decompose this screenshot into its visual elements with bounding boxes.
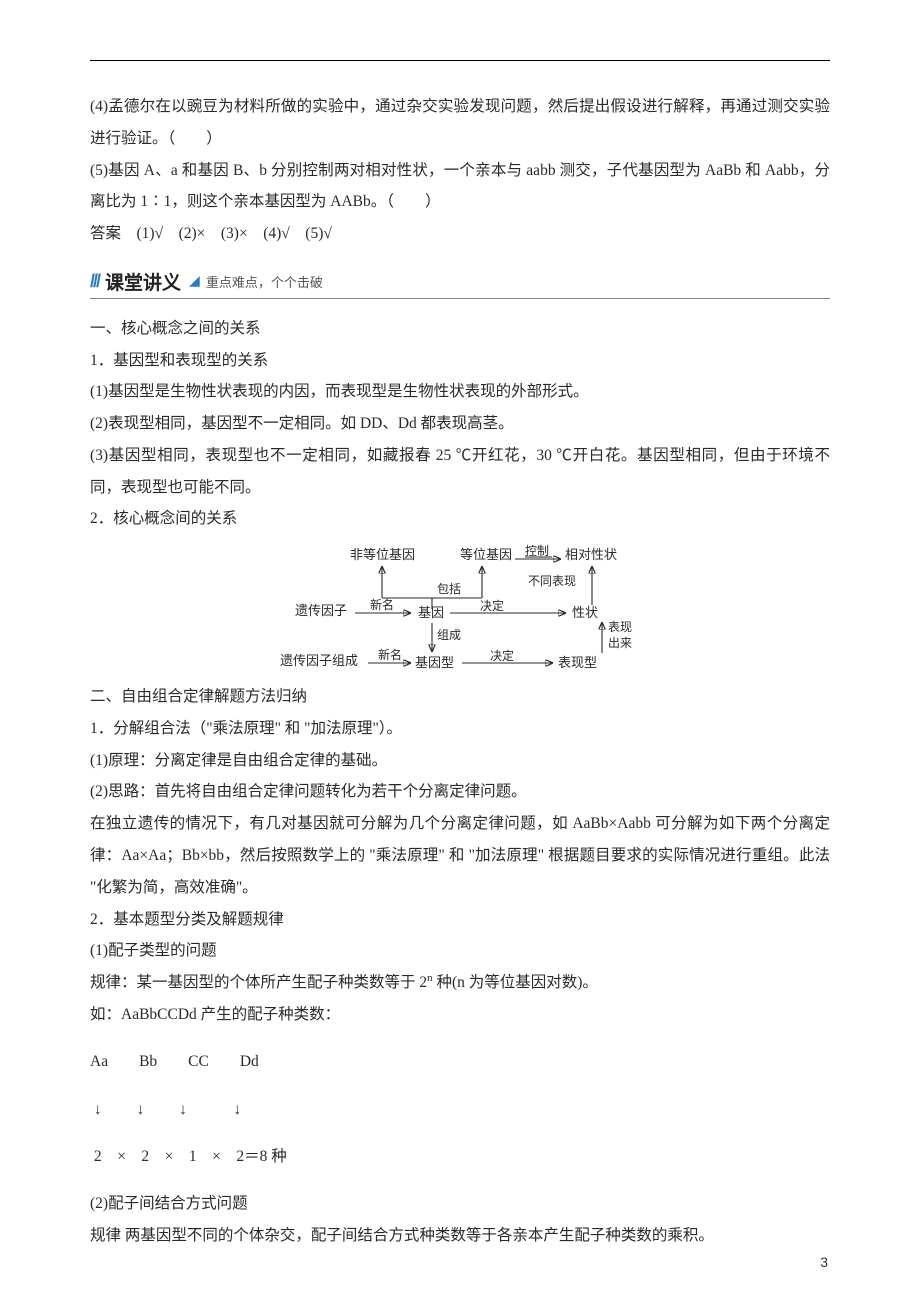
sec2-p2: (2)思路：首先将自由组合定律问题转化为若干个分离定律问题。	[90, 776, 830, 808]
gamete-row-arrows: ↓ ↓ ↓ ↓	[90, 1094, 830, 1126]
node-hereditary-factor: 遗传因子	[295, 603, 347, 618]
label-compose: 组成	[437, 628, 461, 642]
sec1-p1: (1)基因型是生物性状表现的内因，而表现型是生物性状表现的外部形式。	[90, 376, 830, 408]
sec1-p3: (3)基因型相同，表现型也不一定相同，如藏报春 25 ℃开红花，30 ℃开白花。…	[90, 440, 830, 504]
sec2-p1: (1)原理：分离定律是自由组合定律的基础。	[90, 745, 830, 777]
label-newname-2: 新名	[378, 647, 402, 662]
sec2-heading: 二、自由组合定律解题方法归纳	[90, 681, 830, 713]
node-hereditary-composition: 遗传因子组成	[280, 653, 358, 668]
sec1-sub2: 2．核心概念间的关系	[90, 503, 830, 535]
sec2-q1-heading: (1)配子类型的问题	[90, 935, 830, 967]
sec1-sub1: 1．基因型和表现型的关系	[90, 345, 830, 377]
section-banner: /// 课堂讲义 ◢ 重点难点，个个击破	[90, 268, 830, 299]
sec2-q1-example: 如：AaBbCCDd 产生的配子种类数：	[90, 999, 830, 1031]
gamete-row-labels: Aa Bb CC Dd	[90, 1046, 830, 1078]
sec2-sub1: 1．分解组合法（"乘法原理" 和 "加法原理"）。	[90, 713, 830, 745]
question-5: (5)基因 A、a 和基因 B、b 分别控制两对相对性状，一个亲本与 aabb …	[90, 155, 830, 219]
gamete-row-calc: 2 × 2 × 1 × 2＝8 种	[90, 1141, 830, 1173]
sec2-q2-heading: (2)配子间结合方式问题	[90, 1188, 830, 1220]
label-express: 表现	[608, 620, 632, 634]
node-genotype: 基因型	[415, 655, 454, 670]
sec2-q1-rule: 规律：某一基因型的个体所产生配子种类数等于 2n 种(n 为等位基因对数)。	[90, 967, 830, 999]
top-rule	[90, 60, 830, 61]
sec1-heading: 一、核心概念之间的关系	[90, 313, 830, 345]
label-include: 包括	[437, 581, 461, 596]
node-gene: 基因	[418, 605, 444, 620]
banner-title: 课堂讲义	[105, 268, 181, 295]
node-phenotype: 表现型	[558, 655, 597, 670]
page: (4)孟德尔在以豌豆为材料所做的实验中，通过杂交实验发现问题，然后提出假设进行解…	[0, 0, 920, 1292]
label-control: 控制	[525, 544, 549, 558]
question-4: (4)孟德尔在以豌豆为材料所做的实验中，通过杂交实验发现问题，然后提出假设进行解…	[90, 91, 830, 155]
answer-line: 答案 (1)√ (2)× (3)× (4)√ (5)√	[90, 218, 830, 250]
concept-diagram: 非等位基因 等位基因 控制 相对性状 包括 不同表现 遗传因子 新名 基因 决定	[90, 543, 830, 673]
banner-subtitle: 重点难点，个个击破	[206, 272, 323, 291]
label-decide-2: 决定	[490, 648, 514, 663]
banner-triangle-icon: ◢	[189, 273, 200, 290]
page-number: 3	[820, 1254, 828, 1270]
node-relative-trait: 相对性状	[565, 547, 617, 562]
sec1-p2: (2)表现型相同，基因型不一定相同。如 DD、Dd 都表现高茎。	[90, 408, 830, 440]
sec2-q2-rule: 规律 两基因型不同的个体杂交，配子间结合方式种类数等于各亲本产生配子种类数的乘积…	[90, 1220, 830, 1252]
node-non-allele: 非等位基因	[350, 547, 415, 562]
sec2-p3: 在独立遗传的情况下，有几对基因就可分解为几个分离定律问题，如 AaBb×Aabb…	[90, 808, 830, 903]
node-trait: 性状	[572, 605, 598, 620]
sec2-sub2: 2．基本题型分类及解题规律	[90, 904, 830, 936]
label-decide-1: 决定	[480, 598, 504, 613]
banner-slashes-icon: ///	[90, 271, 99, 292]
label-out: 出来	[608, 636, 632, 650]
node-allele: 等位基因	[460, 547, 512, 562]
label-newname-1: 新名	[370, 597, 394, 612]
label-diff-expr: 不同表现	[528, 574, 576, 588]
